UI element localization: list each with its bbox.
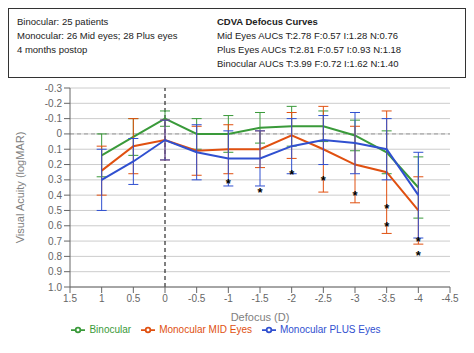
svg-text:-2: -2	[287, 293, 296, 304]
svg-text:0.2: 0.2	[48, 159, 62, 170]
html-text:Binocular: Binocular	[89, 323, 132, 335]
svg-text:0.8: 0.8	[48, 251, 62, 262]
html-text:Mid Eyes AUCs T:2.78 F:0.57 I:: Mid Eyes AUCs T:2.78 F:0.57 I:1.28 N:0.7…	[217, 30, 398, 41]
svg-text:-1: -1	[224, 293, 233, 304]
svg-text:0.4: 0.4	[48, 190, 62, 201]
html-text:Monocular: 26 Mid eyes; 28 Plu: Monocular: 26 Mid eyes; 28 Plus eyes	[17, 30, 178, 41]
svg-text:*: *	[257, 185, 263, 200]
svg-text:-1.5: -1.5	[251, 293, 269, 304]
html-text:Plus Eyes AUCs T:2.81 F:0.57 I: Plus Eyes AUCs T:2.81 F:0.57 I:0.93 N:1.…	[217, 44, 402, 55]
svg-text:*: *	[416, 248, 422, 263]
svg-text:1: 1	[99, 293, 105, 304]
svg-text:-3.5: -3.5	[378, 293, 396, 304]
svg-text:-3: -3	[351, 293, 360, 304]
svg-text:1.0: 1.0	[48, 282, 62, 293]
svg-text:0: 0	[162, 293, 168, 304]
svg-text:-0.2: -0.2	[45, 98, 63, 109]
svg-text:0.3: 0.3	[48, 174, 62, 185]
html-text:CDVA Defocus Curves: CDVA Defocus Curves	[217, 16, 318, 27]
svg-text:*: *	[352, 188, 358, 203]
svg-text:Defocus (D): Defocus (D)	[231, 311, 290, 323]
svg-text:*: *	[289, 167, 295, 182]
svg-text:0.5: 0.5	[126, 293, 140, 304]
svg-text:*: *	[321, 173, 327, 188]
svg-text:*: *	[226, 176, 232, 191]
html-text:Binocular AUCs T:3.99 F:0.72 I: Binocular AUCs T:3.99 F:0.72 I:1.62 N:1.…	[217, 58, 399, 69]
html-text:Monocular PLUS Eyes: Monocular PLUS Eyes	[280, 323, 381, 335]
svg-text:0.1: 0.1	[48, 144, 62, 155]
html-text:Monocular MID Eyes: Monocular MID Eyes	[159, 323, 252, 335]
svg-text:1.5: 1.5	[63, 293, 77, 304]
svg-text:Visual Acuity (logMAR): Visual Acuity (logMAR)	[14, 132, 26, 244]
svg-text:0: 0	[56, 128, 62, 139]
svg-text:-2.5: -2.5	[315, 293, 333, 304]
svg-text:0.5: 0.5	[48, 205, 62, 216]
html-text:4 months postop: 4 months postop	[17, 44, 88, 55]
svg-text:0.7: 0.7	[48, 236, 62, 247]
html-text:Binocular: 25 patients: Binocular: 25 patients	[17, 16, 109, 27]
svg-text:0.6: 0.6	[48, 220, 62, 231]
svg-text:*: *	[384, 219, 390, 234]
svg-text:-4.5: -4.5	[441, 293, 459, 304]
svg-text:-4: -4	[414, 293, 423, 304]
svg-text:*: *	[416, 234, 422, 249]
svg-text:*: *	[384, 201, 390, 216]
svg-text:-0.1: -0.1	[45, 113, 63, 124]
svg-text:-0.3: -0.3	[45, 83, 63, 94]
svg-text:0.9: 0.9	[48, 266, 62, 277]
svg-text:-0.5: -0.5	[188, 293, 206, 304]
